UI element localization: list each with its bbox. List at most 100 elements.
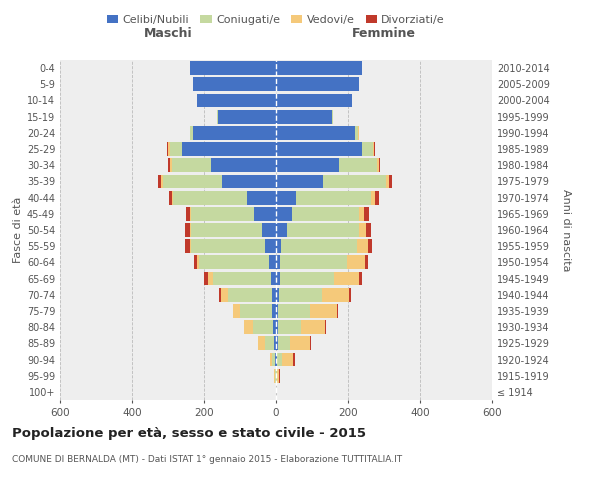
Bar [276, 304, 278, 318]
Bar [161, 174, 163, 188]
Bar [213, 272, 271, 285]
Bar [169, 190, 172, 204]
Bar [276, 256, 280, 270]
Bar [279, 288, 322, 302]
Bar [379, 158, 380, 172]
Bar [355, 126, 358, 140]
Bar [281, 240, 357, 253]
Bar [158, 174, 161, 188]
Bar [375, 190, 379, 204]
Bar [204, 272, 208, 285]
Bar [222, 174, 276, 188]
Bar [211, 158, 276, 172]
Y-axis label: Fasce di età: Fasce di età [13, 197, 23, 263]
Bar [168, 142, 170, 156]
Bar [357, 240, 368, 253]
Bar [278, 320, 301, 334]
Bar [272, 352, 275, 366]
Bar [359, 223, 366, 237]
Bar [296, 190, 371, 204]
Bar [265, 336, 274, 350]
Bar [276, 190, 296, 204]
Bar [373, 142, 374, 156]
Bar [364, 207, 368, 220]
Bar [280, 256, 347, 270]
Bar [276, 207, 292, 220]
Bar [199, 256, 269, 270]
Bar [287, 223, 359, 237]
Text: Maschi: Maschi [143, 27, 193, 40]
Bar [229, 288, 272, 302]
Bar [190, 223, 191, 237]
Bar [276, 288, 279, 302]
Bar [190, 126, 193, 140]
Text: COMUNE DI BERNALDA (MT) - Dati ISTAT 1° gennaio 2015 - Elaborazione TUTTITALIA.I: COMUNE DI BERNALDA (MT) - Dati ISTAT 1° … [12, 455, 402, 464]
Bar [365, 256, 368, 270]
Bar [386, 174, 389, 188]
Bar [274, 336, 276, 350]
Bar [233, 304, 240, 318]
Bar [276, 158, 339, 172]
Bar [278, 304, 310, 318]
Bar [322, 288, 349, 302]
Bar [280, 272, 334, 285]
Bar [193, 126, 276, 140]
Bar [191, 223, 262, 237]
Bar [254, 207, 276, 220]
Bar [220, 288, 221, 302]
Bar [368, 240, 372, 253]
Bar [276, 369, 277, 382]
Bar [274, 369, 275, 382]
Bar [276, 142, 362, 156]
Bar [172, 190, 173, 204]
Bar [186, 207, 190, 220]
Bar [275, 352, 276, 366]
Bar [276, 223, 287, 237]
Bar [290, 336, 310, 350]
Bar [389, 174, 392, 188]
Bar [247, 190, 276, 204]
Bar [334, 272, 359, 285]
Bar [277, 352, 283, 366]
Bar [190, 240, 191, 253]
Bar [191, 207, 254, 220]
Bar [271, 272, 276, 285]
Bar [278, 336, 290, 350]
Bar [349, 288, 351, 302]
Bar [163, 174, 222, 188]
Bar [197, 256, 199, 270]
Bar [265, 240, 276, 253]
Bar [273, 320, 276, 334]
Bar [276, 126, 355, 140]
Text: Popolazione per età, sesso e stato civile - 2015: Popolazione per età, sesso e stato civil… [12, 428, 366, 440]
Bar [323, 174, 386, 188]
Bar [276, 174, 323, 188]
Bar [194, 256, 197, 270]
Bar [182, 142, 276, 156]
Bar [168, 158, 170, 172]
Bar [347, 256, 365, 270]
Bar [377, 158, 379, 172]
Bar [276, 61, 362, 75]
Bar [276, 352, 277, 366]
Bar [185, 240, 190, 253]
Bar [190, 61, 276, 75]
Bar [358, 126, 359, 140]
Bar [371, 190, 375, 204]
Bar [276, 240, 281, 253]
Bar [240, 304, 272, 318]
Bar [170, 142, 182, 156]
Bar [272, 288, 276, 302]
Bar [253, 320, 273, 334]
Bar [170, 158, 172, 172]
Bar [191, 240, 265, 253]
Bar [310, 304, 337, 318]
Bar [276, 78, 359, 91]
Bar [193, 78, 276, 91]
Bar [258, 336, 265, 350]
Bar [208, 272, 213, 285]
Legend: Celibi/Nubili, Coniugati/e, Vedovi/e, Divorziati/e: Celibi/Nubili, Coniugati/e, Vedovi/e, Di… [103, 10, 449, 29]
Bar [173, 190, 247, 204]
Bar [218, 110, 276, 124]
Bar [277, 369, 279, 382]
